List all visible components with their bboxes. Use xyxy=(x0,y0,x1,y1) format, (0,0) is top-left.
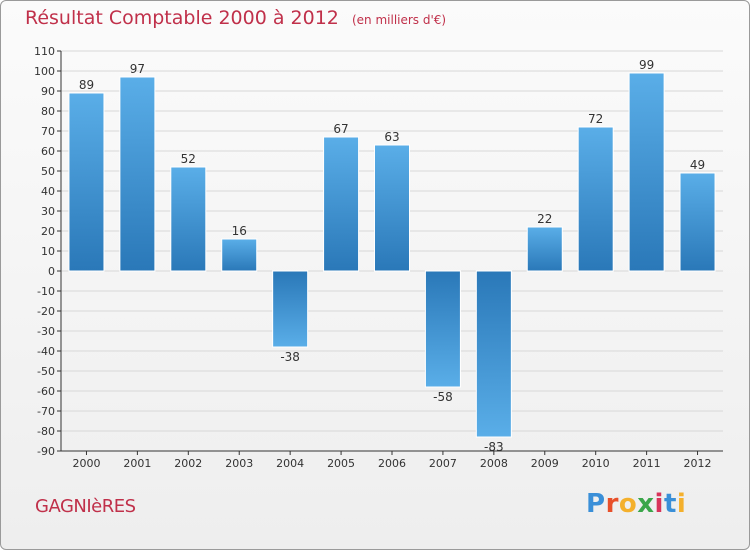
bar xyxy=(221,238,258,272)
x-tick-label: 2005 xyxy=(327,457,355,470)
bar xyxy=(577,126,614,272)
data-label: 97 xyxy=(130,62,145,76)
data-label: 89 xyxy=(79,78,94,92)
y-tick-label: -20 xyxy=(37,305,55,318)
y-tick-label: 80 xyxy=(41,105,55,118)
y-tick-label: -60 xyxy=(37,385,55,398)
proxiti-logo: Proxiti xyxy=(586,489,686,519)
bar xyxy=(526,226,563,272)
chart-title-block: Résultat Comptable 2000 à 2012 (en milli… xyxy=(25,7,446,29)
bar xyxy=(374,144,410,272)
data-label: 16 xyxy=(232,224,247,238)
y-tick-label: 70 xyxy=(41,125,55,138)
chart-subtitle: (en milliers d'€) xyxy=(351,13,447,27)
data-label: 49 xyxy=(690,158,705,172)
data-label: 63 xyxy=(384,130,399,144)
y-tick-label: 30 xyxy=(41,205,55,218)
x-tick-label: 2012 xyxy=(684,457,712,470)
data-label: 72 xyxy=(588,112,603,126)
x-tick-label: 2001 xyxy=(123,457,151,470)
y-tick-label: 90 xyxy=(41,85,55,98)
x-tick-label: 2011 xyxy=(633,457,661,470)
data-label: 99 xyxy=(639,58,654,72)
y-tick-label: 100 xyxy=(34,65,55,78)
x-tick-label: 2002 xyxy=(174,457,202,470)
data-label: 22 xyxy=(537,212,552,226)
x-tick-label: 2006 xyxy=(378,457,406,470)
x-tick-label: 2009 xyxy=(531,457,559,470)
chart-title: Résultat Comptable 2000 à 2012 xyxy=(25,7,339,29)
y-tick-label: 50 xyxy=(41,165,55,178)
logo-letter: r xyxy=(605,489,619,519)
x-tick-label: 2004 xyxy=(276,457,304,470)
y-tick-label: 60 xyxy=(41,145,55,158)
bar xyxy=(323,136,360,272)
y-tick-label: 10 xyxy=(41,245,55,258)
bar xyxy=(68,92,105,272)
data-label: -38 xyxy=(280,350,300,364)
bar xyxy=(119,76,156,272)
y-tick-label: 0 xyxy=(48,265,55,278)
logo-letter: P xyxy=(586,489,606,519)
y-tick-label: -10 xyxy=(37,285,55,298)
y-tick-label: -40 xyxy=(37,345,55,358)
bar xyxy=(679,172,716,272)
logo-letter: i xyxy=(676,489,687,519)
data-label: -83 xyxy=(484,440,504,454)
y-tick-label: -80 xyxy=(37,425,55,438)
x-tick-label: 2008 xyxy=(480,457,508,470)
data-label: 52 xyxy=(181,152,196,166)
x-tick-label: 2007 xyxy=(429,457,457,470)
y-tick-label: 40 xyxy=(41,185,55,198)
commune-name: GAGNIèRES xyxy=(35,496,136,517)
bar xyxy=(272,270,309,348)
y-tick-label: 110 xyxy=(34,45,55,58)
logo-letter: o xyxy=(618,489,638,519)
bar xyxy=(628,72,665,272)
x-tick-label: 2010 xyxy=(582,457,610,470)
bar xyxy=(170,166,207,272)
data-label: -58 xyxy=(433,390,453,404)
y-tick-label: -90 xyxy=(37,445,55,458)
data-label: 67 xyxy=(333,122,348,136)
logo-letter: x xyxy=(637,489,655,519)
y-tick-label: -30 xyxy=(37,325,55,338)
logo-letter: i xyxy=(654,489,664,519)
bar xyxy=(475,270,512,438)
logo-letter: t xyxy=(663,489,677,519)
x-tick-label: 2003 xyxy=(225,457,253,470)
y-tick-label: 20 xyxy=(41,225,55,238)
y-tick-label: -50 xyxy=(37,365,55,378)
x-tick-label: 2000 xyxy=(72,457,100,470)
y-tick-label: -70 xyxy=(37,405,55,418)
bar xyxy=(424,270,461,388)
